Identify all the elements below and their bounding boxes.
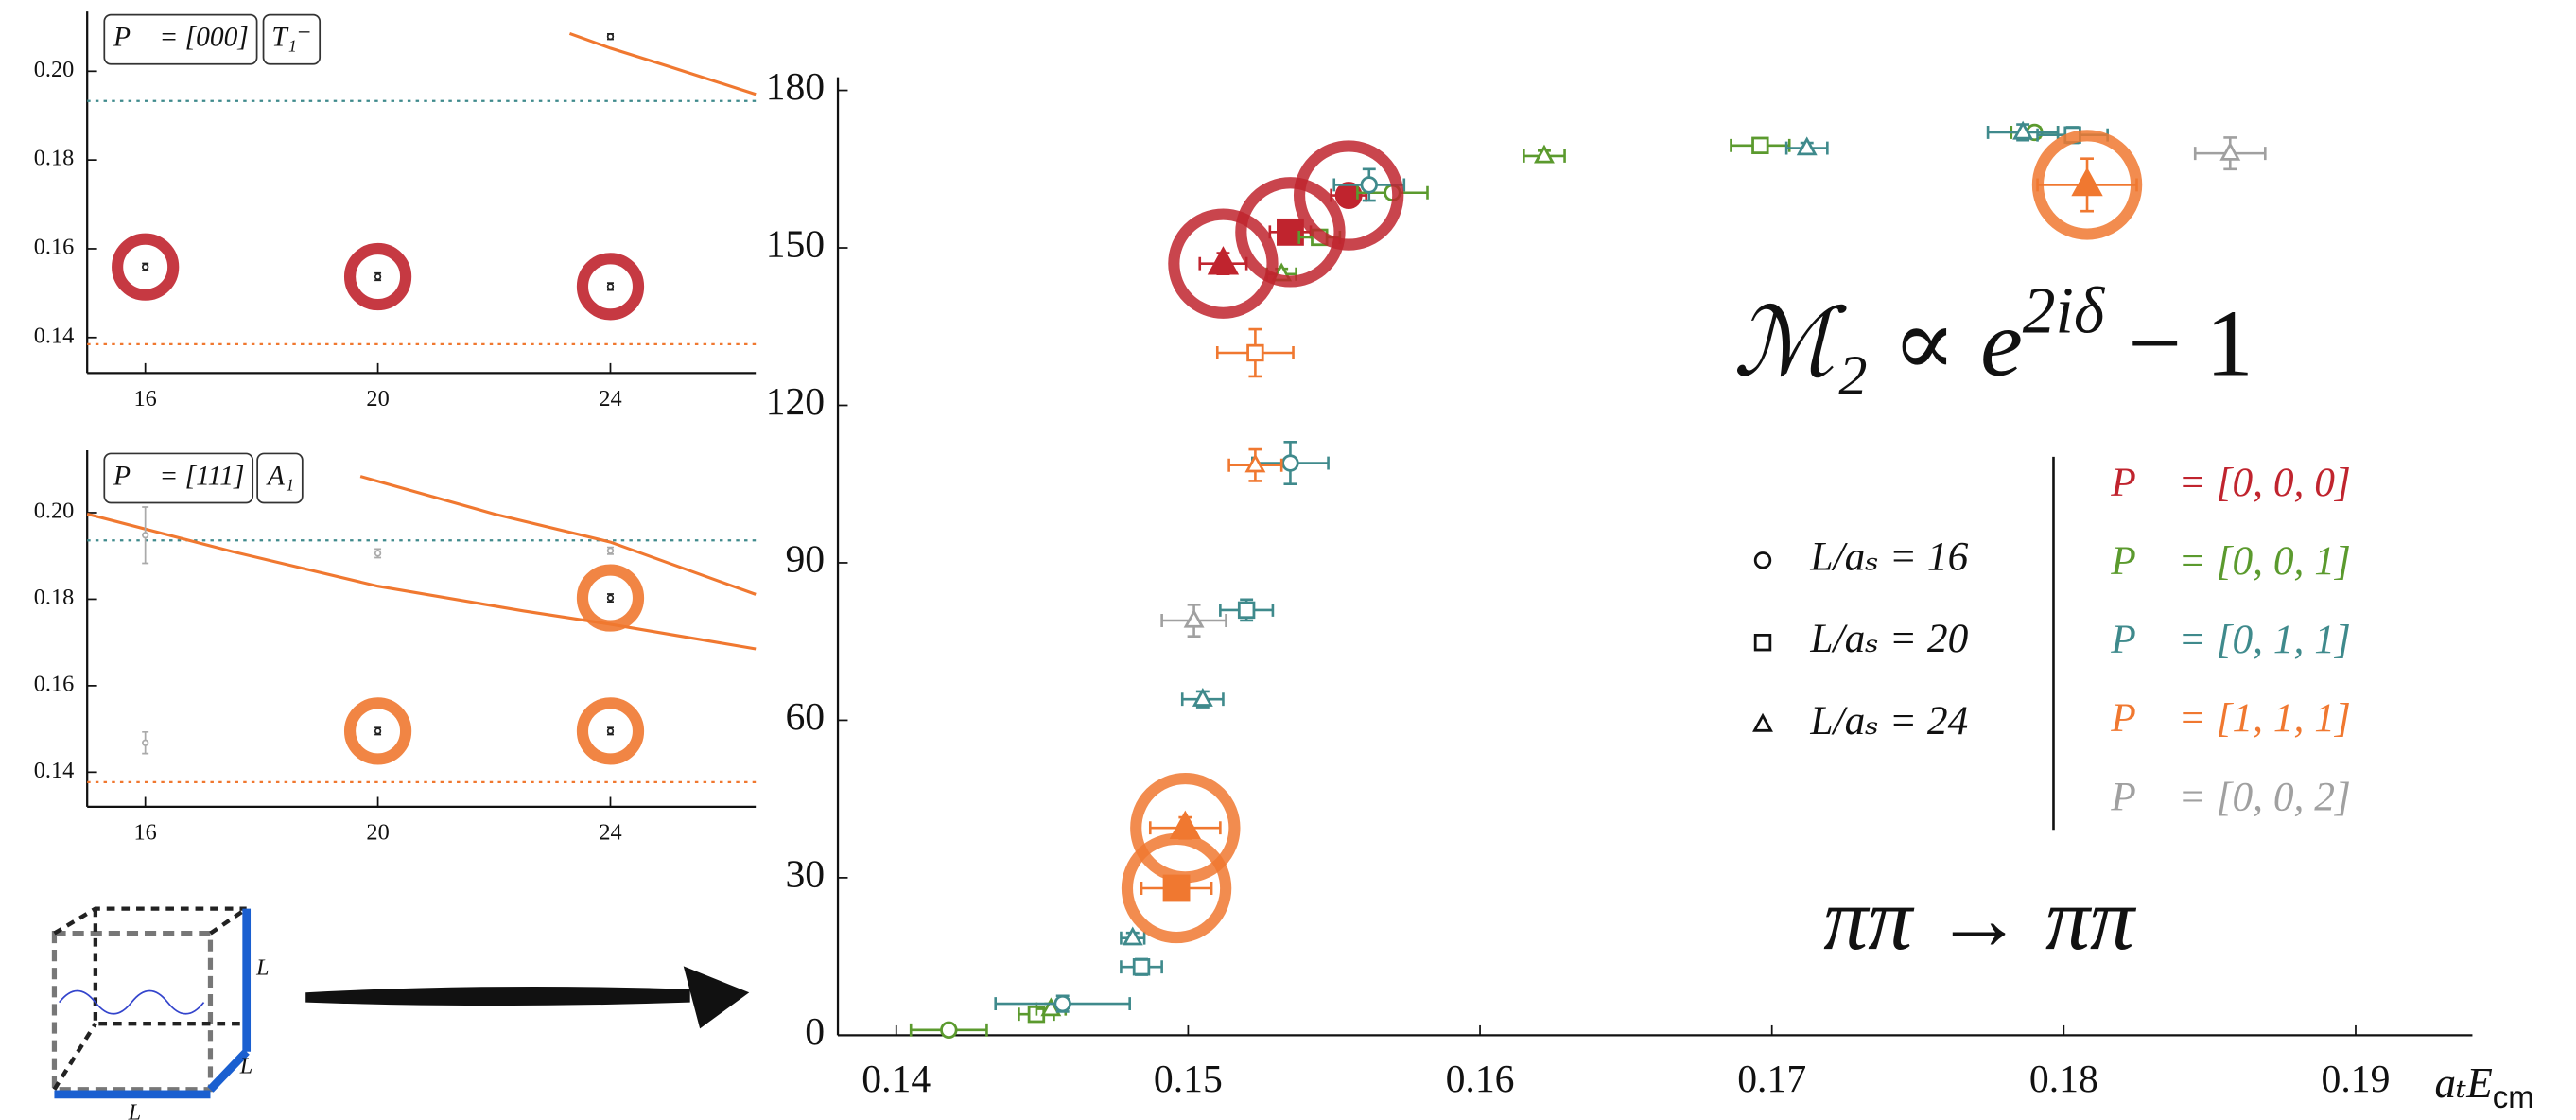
equation: ℳ₂ ∝ e2iδ − 1 bbox=[1733, 274, 2254, 395]
wave bbox=[60, 990, 204, 1013]
level-point bbox=[143, 264, 148, 270]
level-point bbox=[143, 740, 148, 745]
x-tick-label: 0.14 bbox=[862, 1058, 931, 1101]
y-tick-label: 0.18 bbox=[34, 585, 75, 610]
x-tick-label: 20 bbox=[366, 820, 389, 846]
y-tick-label: 0.14 bbox=[34, 323, 75, 348]
y-tick-label: 0.16 bbox=[34, 235, 75, 260]
arrow-shaft bbox=[305, 987, 689, 1006]
x-tick-label: 16 bbox=[134, 820, 157, 846]
level-point bbox=[608, 728, 614, 734]
x-tick-label: 24 bbox=[599, 386, 621, 411]
y-tick-label: 60 bbox=[785, 695, 825, 739]
x-tick-label: 0.17 bbox=[1737, 1058, 1806, 1101]
marker bbox=[2074, 170, 2101, 195]
legend-label: L/aₛ = 24 bbox=[1809, 698, 1968, 744]
y-tick-label: 150 bbox=[766, 223, 826, 267]
cube-front bbox=[54, 934, 210, 1090]
panel-label: P⃗ = [111] bbox=[113, 461, 245, 491]
y-tick-label: 120 bbox=[766, 380, 826, 424]
main-chart: 0 30 60 90 120 150 180 0.14 0.15 0.16 0.17 0.18 0.19… bbox=[766, 65, 2534, 1114]
y-tick-label: 0.18 bbox=[34, 146, 75, 171]
y-tick-label: 0.20 bbox=[34, 499, 75, 524]
x-tick-label: 20 bbox=[366, 386, 389, 411]
level-point bbox=[608, 548, 614, 553]
x-axis-label-main: aₜE bbox=[2434, 1059, 2492, 1107]
legend-label: P⃗ = [0, 0, 2] bbox=[2110, 774, 2351, 819]
marker bbox=[1239, 603, 1254, 618]
legend-label: P⃗ = [1, 1, 1] bbox=[2110, 695, 2351, 741]
arrow-head bbox=[684, 966, 749, 1028]
legend-label: L/aₛ = 16 bbox=[1809, 534, 1968, 579]
legend-marker bbox=[1754, 716, 1770, 731]
y-tick-label: 180 bbox=[766, 65, 826, 109]
diagram-label: L bbox=[128, 1099, 142, 1120]
y-tick-label: 0.14 bbox=[34, 758, 75, 783]
marker bbox=[1283, 456, 1298, 471]
panel-label: A₁ bbox=[266, 461, 294, 491]
marker bbox=[1124, 929, 1140, 944]
x-tick-label: 0.15 bbox=[1154, 1058, 1223, 1101]
marker bbox=[1536, 148, 1552, 163]
free-energy-curve bbox=[87, 514, 756, 649]
panel: 0.20 0.18 0.16 0.14 16 20 24 P⃗ = [111] A₁ bbox=[34, 450, 756, 846]
marker bbox=[1799, 139, 1815, 154]
level-point bbox=[608, 595, 614, 601]
x-tick-label: 24 bbox=[599, 820, 621, 846]
cube-edges bbox=[54, 909, 246, 1094]
y-tick-label: 90 bbox=[785, 538, 825, 582]
legend-label: P⃗ = [0, 0, 0] bbox=[2110, 460, 2351, 505]
x-tick-label: 0.16 bbox=[1446, 1058, 1515, 1101]
panel-label: T₁⁻ bbox=[271, 22, 311, 52]
legend-label: L/aₛ = 20 bbox=[1809, 616, 1968, 661]
level-point bbox=[143, 533, 148, 538]
x-tick-label: 16 bbox=[134, 386, 157, 411]
marker bbox=[1362, 178, 1377, 193]
marker bbox=[1210, 249, 1237, 273]
x-tick-label: 0.18 bbox=[2029, 1058, 2098, 1101]
marker bbox=[1186, 612, 1202, 627]
level-point bbox=[608, 34, 614, 40]
figure: L L L 0.20 0.18 0.16 0.14 16 20 24 P⃗ = [000] T₁… bbox=[0, 0, 2576, 1120]
panel: 0.20 0.18 0.16 0.14 16 20 24 P⃗ = [000] T₁⁻ bbox=[34, 11, 756, 411]
marker bbox=[1134, 959, 1149, 974]
legend-marker bbox=[1755, 635, 1770, 650]
process-label: ππ → ππ bbox=[1823, 870, 2137, 969]
legend-marker bbox=[1755, 553, 1770, 569]
lattice-diagram: L L L bbox=[54, 909, 749, 1120]
legend-label: P⃗ = [0, 1, 1] bbox=[2110, 617, 2351, 662]
legend-label: P⃗ = [0, 0, 1] bbox=[2110, 538, 2351, 584]
diagram-label: L bbox=[255, 954, 270, 980]
x-axis-label: aₜEcm bbox=[2434, 1059, 2533, 1114]
x-axis-label-sub: cm bbox=[2493, 1079, 2534, 1114]
diagram-label: L bbox=[239, 1054, 253, 1079]
panel-label: P⃗ = [000] bbox=[113, 22, 249, 52]
free-energy-curve bbox=[569, 33, 756, 94]
equation-tail: − 1 bbox=[2104, 290, 2254, 396]
page: {"chart_data": [ {"type": "levels", "lab… bbox=[0, 0, 2576, 1120]
equation-base: ℳ₂ ∝ e bbox=[1733, 290, 2023, 396]
y-tick-label: 30 bbox=[785, 852, 825, 896]
x-tick-label: 0.19 bbox=[2322, 1058, 2391, 1101]
marker bbox=[942, 1023, 957, 1038]
y-tick-label: 0.20 bbox=[34, 57, 75, 82]
y-tick-label: 0.16 bbox=[34, 671, 75, 696]
equation-exponent: 2iδ bbox=[2023, 274, 2106, 347]
free-energy-curve bbox=[360, 477, 756, 595]
level-point bbox=[375, 274, 381, 280]
marker bbox=[2222, 145, 2238, 160]
marker bbox=[1055, 996, 1070, 1011]
y-tick-label: 0 bbox=[805, 1010, 825, 1054]
marker bbox=[1248, 345, 1263, 360]
level-point bbox=[608, 284, 614, 289]
level-point bbox=[375, 728, 381, 734]
marker bbox=[1753, 138, 1768, 153]
level-point bbox=[375, 551, 381, 556]
